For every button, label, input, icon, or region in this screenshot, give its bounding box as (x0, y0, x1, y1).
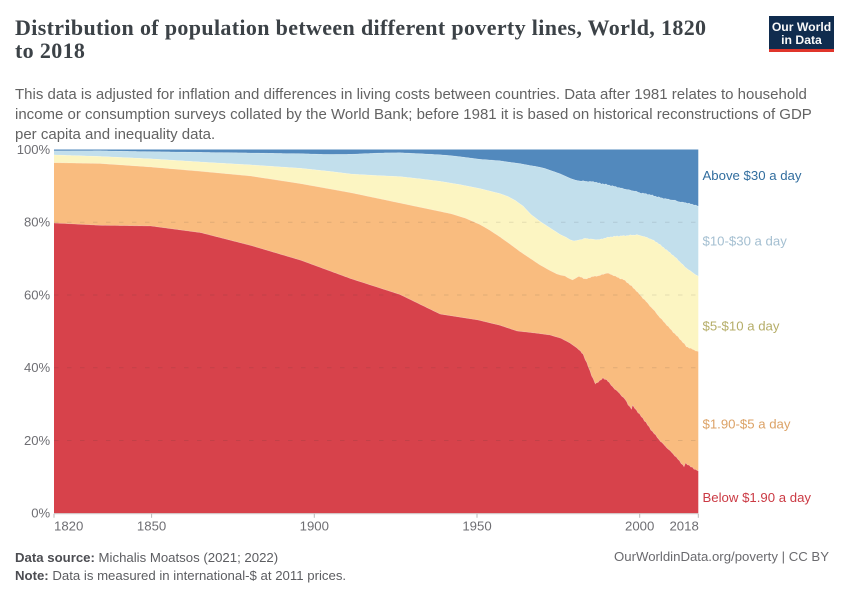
svg-text:80%: 80% (24, 215, 51, 230)
svg-text:1950: 1950 (462, 519, 491, 534)
svg-text:20%: 20% (24, 433, 51, 448)
svg-text:60%: 60% (24, 288, 51, 303)
svg-text:1820: 1820 (54, 519, 83, 534)
svg-text:1900: 1900 (300, 519, 329, 534)
svg-text:1850: 1850 (137, 519, 166, 534)
svg-text:0%: 0% (31, 506, 50, 521)
svg-text:$1.90-$5 a day: $1.90-$5 a day (703, 417, 791, 432)
svg-text:Above $30 a day: Above $30 a day (703, 168, 802, 183)
svg-text:100%: 100% (17, 142, 51, 157)
svg-text:Below $1.90 a day: Below $1.90 a day (703, 490, 812, 505)
svg-text:40%: 40% (24, 360, 51, 375)
svg-text:$10-$30 a day: $10-$30 a day (703, 234, 788, 249)
svg-text:2000: 2000 (625, 519, 654, 534)
svg-text:$5-$10 a day: $5-$10 a day (703, 319, 780, 334)
svg-text:2018: 2018 (669, 519, 698, 534)
